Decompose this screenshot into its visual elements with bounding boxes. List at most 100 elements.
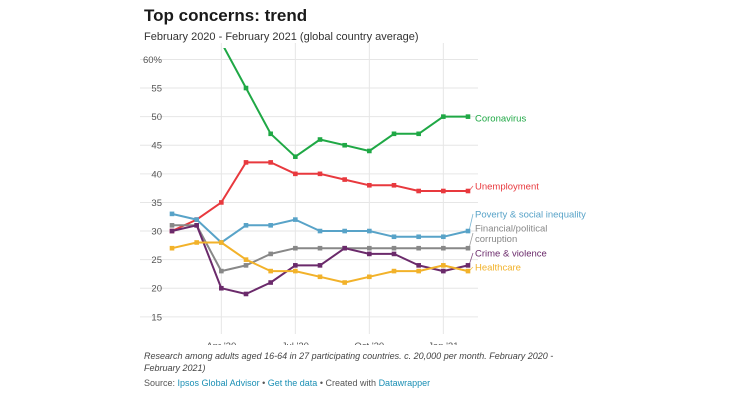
created-with-text: Created with <box>325 378 377 388</box>
data-point-unemployment <box>219 200 224 205</box>
x-tick-label: Jan '21 <box>428 341 458 345</box>
y-tick-label: 20 <box>151 284 162 295</box>
source-line: Source: Ipsos Global Advisor • Get the d… <box>144 378 430 388</box>
data-point-crime-violence <box>441 268 446 274</box>
label-connector-poverty-social-inequality <box>468 213 474 232</box>
data-point-coronavirus <box>342 142 347 148</box>
data-point-poverty-social-inequality <box>416 234 421 240</box>
source-prefix: Source: <box>144 378 176 388</box>
data-point-healthcare <box>169 245 175 251</box>
data-point-poverty-social-inequality <box>441 234 446 240</box>
series-label-poverty-social-inequality: Poverty & social inequality <box>475 210 586 221</box>
data-point-healthcare <box>317 274 323 280</box>
data-point-financial-political-corruption <box>441 245 446 251</box>
data-point-financial-political-corruption <box>243 263 249 268</box>
series-label-unemployment: Unemployment <box>475 182 539 193</box>
y-tick-label: 50 <box>151 112 162 123</box>
data-point-poverty-social-inequality <box>169 211 175 217</box>
data-point-unemployment <box>342 177 347 182</box>
data-point-unemployment <box>441 188 446 194</box>
x-tick-label: Jul '20 <box>282 341 309 345</box>
data-point-financial-political-corruption <box>169 223 175 228</box>
data-point-crime-violence <box>219 285 224 291</box>
data-point-financial-political-corruption <box>391 245 397 251</box>
get-the-data-link[interactable]: Get the data <box>267 378 318 388</box>
y-tick-label: 25 <box>151 255 162 266</box>
data-point-crime-violence <box>367 251 372 257</box>
data-point-coronavirus <box>416 131 421 137</box>
data-point-healthcare <box>391 268 397 274</box>
data-point-healthcare <box>219 240 224 245</box>
data-point-financial-political-corruption <box>293 245 298 251</box>
data-point-coronavirus <box>293 154 298 159</box>
line-chart: 15 20 25 30 35 40 45 50 55 60% Apr '20 Jul '20 Oct '… <box>140 43 586 345</box>
x-tick-label: Oct '20 <box>354 341 384 345</box>
series-label-healthcare: Healthcare <box>475 263 521 274</box>
data-point-financial-political-corruption <box>268 251 273 257</box>
data-point-crime-violence <box>391 251 397 257</box>
data-point-poverty-social-inequality <box>391 234 397 240</box>
data-point-crime-violence <box>317 263 323 268</box>
source-publisher-link[interactable]: Ipsos Global Advisor <box>177 378 260 388</box>
data-point-unemployment <box>465 188 471 194</box>
datawrapper-link[interactable]: Datawrapper <box>378 378 431 388</box>
chart-title: Top concerns: trend <box>144 6 308 25</box>
data-point-unemployment <box>416 188 421 194</box>
series-label-crime-violence: Crime & violence <box>475 249 547 260</box>
data-point-healthcare <box>293 268 298 274</box>
source-separator: • <box>319 378 323 388</box>
data-point-coronavirus <box>391 131 397 137</box>
data-point-poverty-social-inequality <box>367 228 372 234</box>
y-tick-label: 45 <box>151 141 162 152</box>
data-point-unemployment <box>317 171 323 177</box>
data-point-crime-violence <box>342 245 347 251</box>
y-tick-label: 35 <box>151 198 162 209</box>
data-point-crime-violence <box>293 263 298 268</box>
data-point-poverty-social-inequality <box>194 217 199 222</box>
data-point-poverty-social-inequality <box>342 228 347 234</box>
data-point-financial-political-corruption <box>317 245 323 251</box>
y-tick-label: 40 <box>151 169 162 180</box>
data-point-healthcare <box>342 280 347 285</box>
data-point-financial-political-corruption <box>416 245 421 251</box>
data-point-unemployment <box>293 171 298 177</box>
source-separator: • <box>262 378 266 388</box>
data-point-poverty-social-inequality <box>317 228 323 234</box>
data-point-coronavirus <box>465 114 471 119</box>
data-point-healthcare <box>465 268 471 274</box>
data-point-coronavirus <box>268 131 273 137</box>
data-point-crime-violence <box>169 228 175 234</box>
data-point-coronavirus <box>243 85 249 91</box>
label-connector-healthcare <box>468 266 474 272</box>
data-point-coronavirus <box>367 148 372 154</box>
series-label-coronavirus: Coronavirus <box>475 114 526 125</box>
data-point-healthcare <box>194 240 199 245</box>
data-point-poverty-social-inequality <box>243 223 249 228</box>
data-point-unemployment <box>268 160 273 165</box>
data-point-crime-violence <box>465 263 471 268</box>
data-point-unemployment <box>367 182 372 188</box>
data-point-healthcare <box>268 268 273 274</box>
series-line-poverty-social-inequality <box>171 212 469 244</box>
data-point-coronavirus <box>317 137 323 142</box>
y-tick-label: 55 <box>151 84 162 95</box>
y-tick-label: 15 <box>151 312 162 323</box>
data-point-crime-violence <box>194 223 199 228</box>
chart-notes: Research among adults aged 16-64 in 27 p… <box>144 351 554 373</box>
data-point-financial-political-corruption <box>219 268 224 274</box>
data-point-healthcare <box>367 274 372 280</box>
y-tick-label: 30 <box>151 227 162 238</box>
series-label-financial-political-corruption: Financial/political <box>475 223 547 234</box>
data-point-unemployment <box>391 182 397 188</box>
data-point-financial-political-corruption <box>465 245 471 251</box>
x-tick-label: Apr '20 <box>206 341 236 345</box>
data-point-healthcare <box>416 268 421 274</box>
y-tick-label: 60% <box>143 55 163 66</box>
data-point-poverty-social-inequality <box>465 228 471 234</box>
data-point-coronavirus <box>441 114 446 119</box>
series-label-financial-political-corruption: corruption <box>475 234 517 245</box>
data-point-unemployment <box>243 160 249 165</box>
data-point-crime-violence <box>243 291 249 297</box>
label-connector-crime-violence <box>468 252 474 266</box>
data-point-poverty-social-inequality <box>268 223 273 228</box>
